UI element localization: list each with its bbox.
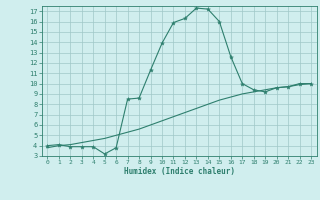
- X-axis label: Humidex (Indice chaleur): Humidex (Indice chaleur): [124, 167, 235, 176]
